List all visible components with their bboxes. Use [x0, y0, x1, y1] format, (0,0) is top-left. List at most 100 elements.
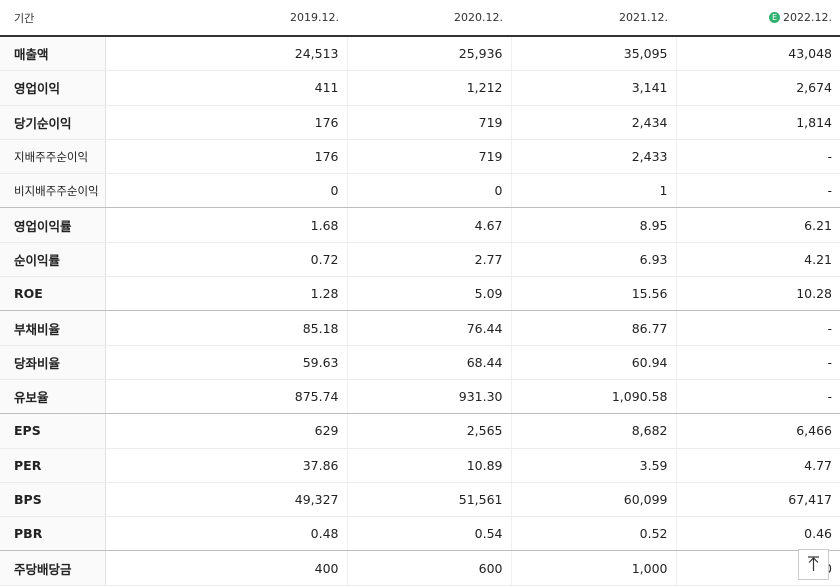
value-cell: 4.77	[675, 448, 840, 483]
value-cell: 10.28	[675, 276, 840, 312]
table-row: PER 37.86 10.89 3.59 4.77	[0, 448, 840, 483]
value-cell: 400	[104, 550, 347, 586]
value-cell: 1.28	[104, 276, 347, 312]
header-text: 2022.12.	[783, 11, 832, 24]
header-cell: 2021.12.	[511, 0, 676, 37]
row-label: 당좌비율	[0, 345, 106, 380]
row-label: 매출액	[0, 36, 106, 72]
value-cell: -	[675, 139, 840, 175]
header-cell: 2020.12.	[347, 0, 511, 37]
value-cell: 411	[104, 70, 347, 106]
value-cell: 51,561	[346, 482, 511, 518]
value-cell: 1,814	[675, 105, 840, 140]
table-row: 부채비율 85.18 76.44 86.77-	[0, 310, 840, 346]
value-cell: 1	[510, 173, 676, 209]
value-cell: 5.09	[346, 276, 511, 312]
value-cell: 8,682	[510, 413, 676, 449]
table-row: EPS 629 2,565 8,682 6,466	[0, 413, 840, 449]
scroll-top-button[interactable]	[798, 549, 829, 580]
value-cell: 1,212	[346, 70, 511, 106]
header-text: 2019.12.	[290, 11, 339, 24]
row-label: 지배주주순이익	[0, 139, 106, 175]
value-cell: 35,095	[510, 36, 676, 72]
value-cell: 60.94	[510, 345, 676, 380]
value-cell: 719	[346, 105, 511, 140]
value-cell: 4.21	[675, 242, 840, 278]
row-label: 영업이익률	[0, 207, 106, 243]
header-cell: E 2022.12.	[676, 0, 840, 37]
row-label: 당기순이익	[0, 105, 106, 140]
value-cell: 3,141	[510, 70, 676, 106]
row-label: 순이익률	[0, 242, 106, 278]
table-row: 지배주주순이익 176 719 2,433-	[0, 139, 840, 175]
header-text: 2020.12.	[454, 11, 503, 24]
value-cell: 4.67	[346, 207, 511, 243]
value-cell: 49,327	[104, 482, 347, 518]
value-cell: 15.56	[510, 276, 676, 312]
value-cell: 86.77	[510, 310, 676, 346]
value-cell: 0.72	[104, 242, 347, 278]
table-row: 매출액 24,513 25,936 35,095 43,048	[0, 36, 840, 72]
value-cell: 25,936	[346, 36, 511, 72]
value-cell: 1,000	[510, 550, 676, 586]
row-label: 유보율	[0, 379, 106, 415]
estimate-badge: E	[769, 12, 781, 23]
row-label: BPS	[0, 482, 106, 518]
value-cell: 68.44	[346, 345, 511, 380]
value-cell: 0.46	[675, 516, 840, 552]
value-cell: 67,417	[675, 482, 840, 518]
value-cell: -	[675, 379, 840, 415]
table-row: BPS 49,327 51,561 60,099 67,417	[0, 482, 840, 518]
value-cell: 875.74	[104, 379, 347, 415]
value-cell: 0	[346, 173, 511, 209]
row-label: PER	[0, 448, 106, 483]
value-cell: 931.30	[346, 379, 511, 415]
row-label: PBR	[0, 516, 106, 552]
header-cell: 기간	[0, 0, 105, 37]
table-row: 당기순이익 176 719 2,434 1,814	[0, 105, 840, 140]
row-label: 비지배주주순이익	[0, 173, 106, 209]
value-cell: 6.21	[675, 207, 840, 243]
header-text: 2021.12.	[619, 11, 668, 24]
row-label: 부채비율	[0, 310, 106, 346]
value-cell: 76.44	[346, 310, 511, 346]
value-cell: 6.93	[510, 242, 676, 278]
header-row: 기간 2019.12. 2020.12. 2021.12. E 2022.12.	[0, 0, 840, 37]
value-cell: 2,565	[346, 413, 511, 449]
value-cell: 600	[346, 550, 511, 586]
value-cell: 60,099	[510, 482, 676, 518]
value-cell: 59.63	[104, 345, 347, 380]
value-cell: 629	[104, 413, 347, 449]
value-cell: 176	[104, 105, 347, 140]
value-cell: 8.95	[510, 207, 676, 243]
value-cell: 6,466	[675, 413, 840, 449]
value-cell: 1,090.58	[510, 379, 676, 415]
value-cell: -	[675, 310, 840, 346]
value-cell: 0.48	[104, 516, 347, 552]
row-label: 주당배당금	[0, 550, 106, 586]
value-cell: -	[675, 173, 840, 209]
value-cell: 2,434	[510, 105, 676, 140]
row-label: 영업이익	[0, 70, 106, 106]
value-cell: 85.18	[104, 310, 347, 346]
arrow-up-icon	[808, 556, 819, 571]
table-row: PBR 0.48 0.54 0.52 0.46	[0, 516, 840, 552]
table-row: 순이익률 0.72 2.77 6.93 4.21	[0, 242, 840, 278]
value-cell: 1.68	[104, 207, 347, 243]
value-cell: 24,513	[104, 36, 347, 72]
table-row: 비지배주주순이익 0 0 1-	[0, 173, 840, 209]
value-cell: 719	[346, 139, 511, 175]
value-cell: 2,433	[510, 139, 676, 175]
table-body: 매출액 24,513 25,936 35,095 43,048 영업이익 411 1,212 3…	[0, 36, 840, 586]
value-cell: 2.77	[346, 242, 511, 278]
table-row: ROE 1.28 5.09 15.56 10.28	[0, 276, 840, 312]
table-row: 영업이익률 1.68 4.67 8.95 6.21	[0, 207, 840, 243]
row-label: ROE	[0, 276, 106, 312]
value-cell: 0	[104, 173, 347, 209]
value-cell: 2,674	[675, 70, 840, 106]
header-text: 기간	[14, 11, 35, 25]
value-cell: 43,048	[675, 36, 840, 72]
row-label: EPS	[0, 413, 106, 449]
header-cell: 2019.12.	[105, 0, 347, 37]
